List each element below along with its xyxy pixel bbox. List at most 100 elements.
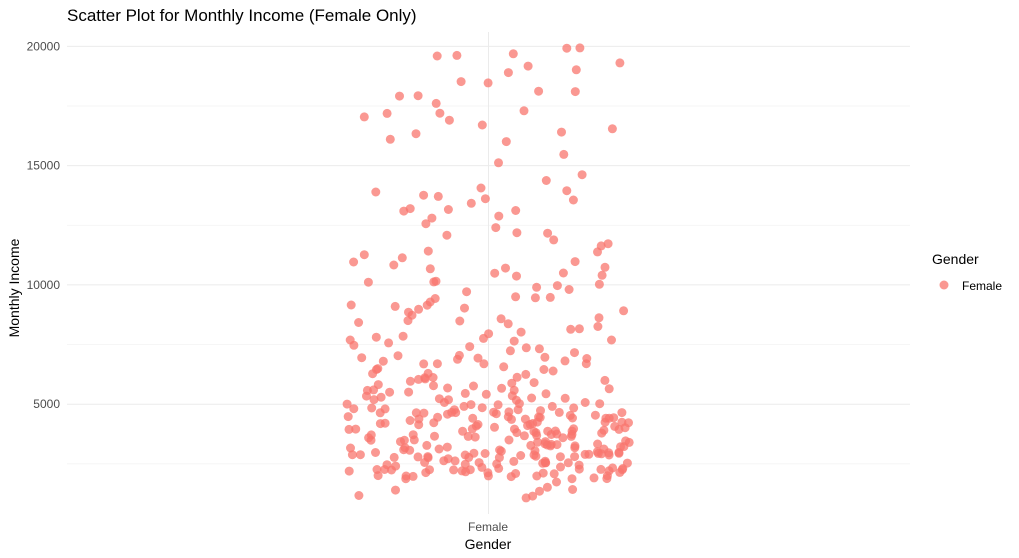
data-point [597,270,607,280]
data-point [363,277,373,287]
data-point [600,262,610,272]
data-point [549,469,559,479]
data-point [590,410,600,420]
data-point [380,404,390,414]
data-point [378,356,388,366]
data-point [397,253,407,263]
data-point [349,257,359,267]
data-point [552,281,562,291]
data-point [593,322,603,331]
data-point [511,292,521,302]
data-point [457,466,467,476]
data-point [385,387,395,397]
data-point [390,301,400,311]
data-point [380,418,390,428]
data-point [609,413,619,423]
data-point [509,336,519,346]
data-point [568,485,578,494]
data-point [580,398,590,407]
data-point [615,58,625,68]
data-point [477,403,487,413]
data-point [450,456,460,466]
data-point [538,468,548,478]
data-point [481,389,491,399]
data-point [569,424,579,434]
data-point [533,437,543,447]
data-point [431,98,441,108]
data-point [519,431,529,441]
data-point [351,424,361,434]
data-point [536,406,545,416]
grid [67,32,910,514]
data-point [548,366,558,376]
data-point [413,452,423,462]
data-point [607,335,616,345]
data-point [556,462,565,472]
data-point [460,450,470,460]
data-point [413,91,423,101]
data-point [408,471,418,481]
data-point [373,364,383,374]
data-point [355,450,365,460]
data-point [466,400,476,410]
data-point [593,439,603,449]
data-point [580,449,590,459]
data-point [503,319,513,329]
data-point [357,353,367,363]
data-point [454,350,464,360]
data-point [540,437,550,447]
data-point [349,404,359,414]
data-point [543,228,553,238]
data-point [564,285,574,294]
data-point [512,372,522,382]
data-point [491,409,501,419]
y-tick-labels: 5000 10000 15000 20000 [27,39,61,411]
data-point [462,287,472,297]
legend-key-female [939,280,949,290]
data-point [603,239,613,249]
data-point [398,331,408,341]
data-point [414,304,424,314]
data-point [479,359,489,369]
data-point [534,344,544,354]
data-point [491,223,501,233]
data-point [594,313,604,323]
data-point [465,342,475,352]
data-point [508,49,518,59]
data-point [494,158,503,168]
data-point [389,452,399,462]
data-point [447,407,457,417]
data-point [419,359,429,369]
data-point [570,87,580,97]
data-point [395,91,404,101]
y-tick-label: 10000 [27,278,61,292]
data-point [372,465,382,474]
data-point [512,271,521,281]
data-point [622,458,632,468]
data-point [385,134,395,144]
data-point [470,432,480,442]
data-point [469,448,479,458]
data-point [473,420,483,429]
data-point [596,464,606,474]
data-point [521,369,531,379]
data-point [617,417,627,427]
data-point [399,435,409,445]
data-point [505,346,515,356]
data-point [359,250,369,260]
data-point [443,454,453,464]
x-axis-title: Gender [465,536,512,552]
data-point [512,428,522,438]
data-point [574,324,584,334]
data-point [442,230,452,240]
data-point [483,468,493,478]
data-point [364,433,374,443]
data-point [570,348,579,358]
data-point [344,466,354,476]
data-point [604,384,614,394]
data-point [523,421,533,431]
data-point [541,458,551,468]
data-point [346,443,355,453]
data-point [547,401,557,411]
data-point [566,324,576,334]
